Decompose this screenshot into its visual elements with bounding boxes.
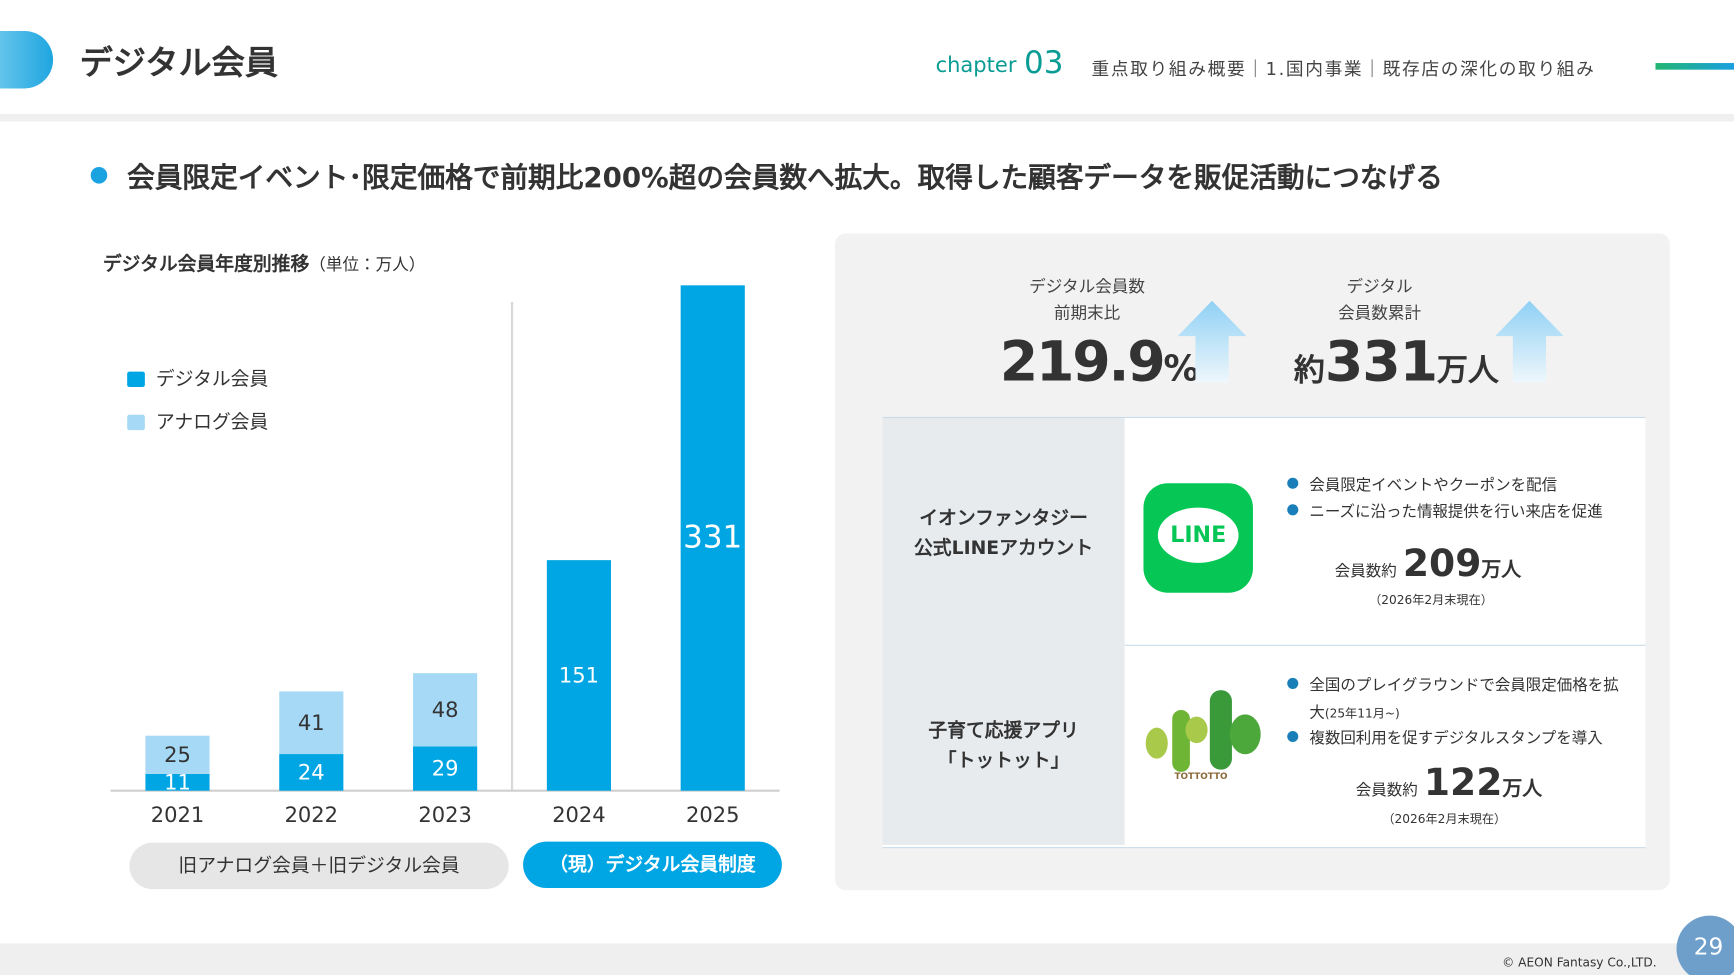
legend-swatch <box>127 371 145 388</box>
bar-segment <box>413 673 478 747</box>
data-label: 151 <box>559 663 599 688</box>
bar-segment <box>145 735 210 774</box>
x-tick-label: 2023 <box>418 802 471 827</box>
data-label: 25 <box>164 742 191 767</box>
count-number: 122 <box>1423 760 1503 806</box>
count-label: 会員数約 <box>1334 562 1397 581</box>
bullet-text: 全国のプレイグラウンドで会員限定価格を拡大 <box>1309 676 1619 723</box>
header-accent <box>0 30 54 89</box>
stat-number: 219.9 <box>999 329 1166 394</box>
stat-label-line: 会員数累計 <box>1338 303 1422 323</box>
page-number: 29 <box>1676 915 1734 975</box>
chart-title: デジタル会員年度別推移（単位：万人） <box>102 248 426 276</box>
bullet-dot <box>1287 677 1299 689</box>
legend-swatch <box>127 414 145 431</box>
bar-segment <box>279 754 344 791</box>
row-head-cell <box>882 418 1125 845</box>
x-tick-label: 2024 <box>552 802 605 827</box>
legend-label: アナログ会員 <box>156 411 269 433</box>
row-name-line: 公式LINEアカウント <box>914 537 1094 560</box>
chart-subtitle: （単位：万人） <box>309 254 426 275</box>
bar-segment <box>680 285 745 791</box>
copyright: © AEON Fantasy Co.,LTD. <box>1502 955 1657 970</box>
legend-label: デジタル会員 <box>156 368 269 390</box>
row-name: 子育て応援アプリ 「トットット」 <box>882 717 1124 777</box>
stat-label-line: デジタル <box>1346 276 1413 297</box>
row-name: イオンファンタジー 公式LINEアカウント <box>882 504 1124 564</box>
period-pill: 旧アナログ会員＋旧デジタル会員 <box>129 842 509 890</box>
logo-shape <box>1209 690 1232 770</box>
stat-label-line: デジタル会員数 <box>1029 276 1145 297</box>
line-logo: LINE <box>1143 483 1253 593</box>
bullet: 会員限定イベントやクーポンを配信 <box>1309 476 1558 495</box>
stat-value: 219.9% <box>1000 330 1199 394</box>
count-number: 209 <box>1402 541 1482 587</box>
stat-unit: 万人 <box>1436 351 1499 389</box>
data-label: 331 <box>683 520 742 556</box>
bullet-note: (25年11月~) <box>1324 706 1400 722</box>
bullet-dot <box>1287 504 1299 516</box>
bar-segment <box>546 560 611 791</box>
count-unit: 万人 <box>1481 558 1522 582</box>
stat-label: デジタル 会員数累計 <box>1294 273 1465 326</box>
member-count: 会員数約 122万人 <box>1356 761 1542 805</box>
chapter-number: 03 <box>1024 44 1064 81</box>
logo-shape <box>1145 727 1168 759</box>
stat-value: 約331万人 <box>1294 330 1499 394</box>
tottotto-logo: TOTTOTTO <box>1145 690 1261 782</box>
count-note: （2026年2月末現在） <box>1369 592 1493 608</box>
data-label: 24 <box>298 759 325 784</box>
member-count: 会員数約 209万人 <box>1335 542 1521 586</box>
count-unit: 万人 <box>1502 777 1543 801</box>
logo-shape <box>1229 714 1261 755</box>
bullet: 複数回利用を促すデジタルスタンプを導入 <box>1309 729 1603 748</box>
logo-shape <box>1172 709 1190 772</box>
data-label: 41 <box>298 710 325 735</box>
row-name-line: 「トットット」 <box>937 749 1070 772</box>
bullet-dot <box>1287 477 1299 489</box>
stat-number: 331 <box>1324 329 1438 394</box>
logo-shape <box>1185 716 1208 744</box>
row-divider <box>882 644 1646 646</box>
stat-prefix: 約 <box>1293 351 1325 389</box>
header-line <box>1655 63 1734 70</box>
breadcrumb: 重点取り組み概要｜1.国内事業｜既存店の深化の取り組み <box>1091 58 1596 80</box>
bar-segment <box>413 746 478 791</box>
headline-dot <box>90 166 108 184</box>
chapter-word: chapter <box>935 53 1017 78</box>
stat-label-line: 前期末比 <box>1053 303 1121 323</box>
bullet-dot <box>1287 730 1299 743</box>
x-tick-label: 2021 <box>151 802 204 827</box>
logo-text: LINE <box>1170 520 1227 548</box>
data-label: 48 <box>432 697 459 722</box>
stat-label: デジタル会員数 前期末比 <box>995 273 1179 326</box>
logo-bubble <box>1157 507 1239 563</box>
headline: 会員限定イベント･限定価格で前期比200%超の会員数へ拡大。取得した顧客データを… <box>127 161 1443 194</box>
data-label: 29 <box>432 756 459 781</box>
arrow <box>1177 300 1247 383</box>
footer-band <box>0 943 1734 975</box>
page-title: デジタル会員 <box>79 44 279 83</box>
row-name-line: 子育て応援アプリ <box>928 719 1079 743</box>
x-tick-label: 2025 <box>686 802 739 827</box>
bar-segment <box>145 773 210 791</box>
x-tick-label: 2022 <box>285 802 338 827</box>
bar-segment <box>279 691 344 755</box>
bullet: ニーズに沿った情報提供を行い来店を促進 <box>1309 503 1603 521</box>
chart-title-text: デジタル会員年度別推移 <box>102 253 310 276</box>
logo-text: TOTTOTTO <box>1174 772 1228 782</box>
stat-unit: % <box>1163 347 1200 390</box>
page-number-text: 29 <box>1693 933 1724 960</box>
count-label: 会員数約 <box>1355 781 1418 800</box>
bullet: 全国のプレイグラウンドで会員限定価格を拡大(25年11月~) <box>1309 672 1619 727</box>
arrow <box>1495 300 1564 383</box>
count-note: （2026年2月末現在） <box>1382 811 1507 827</box>
header-rule <box>0 113 1734 122</box>
row-name-line: イオンファンタジー <box>919 507 1088 530</box>
period-pill: （現）デジタル会員制度 <box>523 841 782 889</box>
